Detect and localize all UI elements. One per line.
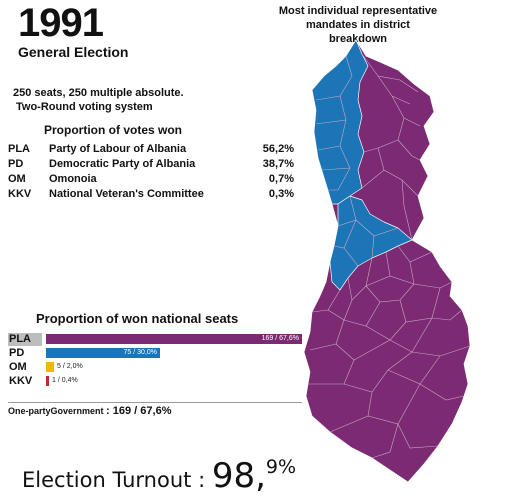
government-value: : 169 / 67,6% [106, 405, 172, 417]
seat-bar-label: 75 / 30,0% [123, 349, 157, 356]
seats-bar-chart: PLA 169 / 67,6% PD 75 / 30,0% OM 5 / 2,0… [8, 333, 302, 389]
turnout-decimal: 9% [265, 456, 297, 478]
seat-bar-label: 1 / 0,4% [52, 377, 78, 384]
party-abbr: PD [8, 158, 24, 170]
seat-system-info: 250 seats, 250 multiple absolute. Two-Ro… [13, 86, 184, 114]
seats-row-pla: PLA 169 / 67,6% [8, 333, 302, 346]
party-abbr: OM [8, 173, 26, 185]
votes-table-title: Proportion of votes won [44, 123, 182, 137]
government-summary: One-partyGovernment : 169 / 67,6% [8, 402, 302, 417]
vote-share: 0,3% [268, 188, 294, 200]
seat-bar-label: 169 / 67,6% [261, 335, 299, 342]
votes-table: PLA Party of Labour of Albania 56,2% PD … [8, 142, 294, 202]
seat-info-line: 250 seats, 250 multiple absolute. [13, 87, 184, 99]
map-title-line: mandates in district breakdown [306, 19, 410, 45]
party-abbr: PD [9, 347, 25, 359]
party-abbr: PLA [8, 143, 30, 155]
district-borders [308, 53, 471, 459]
party-abbr: KKV [8, 188, 32, 200]
vote-share: 56,2% [262, 143, 294, 155]
map-region-pd-central [329, 195, 413, 291]
seat-bar [46, 376, 49, 386]
party-name: Party of Labour of Albania [49, 143, 187, 155]
map-title-line: Most individual representative [278, 5, 438, 17]
vote-share: 38,7% [262, 158, 294, 170]
election-subtitle: General Election [18, 44, 129, 60]
votes-row-pla: PLA Party of Labour of Albania 56,2% [8, 142, 294, 157]
albania-district-map [303, 39, 471, 483]
turnout-separator: : [198, 468, 206, 492]
government-label: One-partyGovernment [8, 406, 104, 416]
seat-bar-label: 5 / 2,0% [57, 363, 83, 370]
voting-system-line: Two-Round voting system [16, 101, 153, 113]
turnout-value: 98, [211, 456, 266, 496]
seat-bar [46, 334, 302, 344]
party-name: Democratic Party of Albania [49, 158, 196, 170]
seat-bar [46, 362, 54, 372]
seats-chart-title: Proportion of won national seats [36, 311, 239, 326]
votes-row-om: OM Omonoia 0,7% [8, 172, 294, 187]
party-abbr: OM [9, 361, 27, 373]
party-abbr: PLA [8, 333, 42, 346]
seats-row-om: OM 5 / 2,0% [8, 361, 302, 374]
party-abbr: KKV [9, 375, 33, 387]
election-turnout: Election Turnout : 98,9% [22, 456, 296, 496]
map-region-pd-north [311, 39, 369, 205]
votes-row-kkv: KKV National Veteran's Committee 0,3% [8, 187, 294, 202]
seats-row-pd: PD 75 / 30,0% [8, 347, 302, 360]
vote-share: 0,7% [268, 173, 294, 185]
seat-bar [46, 348, 160, 358]
votes-row-pd: PD Democratic Party of Albania 38,7% [8, 157, 294, 172]
election-year: 1991 [18, 1, 104, 45]
party-name: National Veteran's Committee [49, 188, 204, 200]
map-title: Most individual representative mandates … [278, 4, 438, 46]
party-name: Omonoia [49, 173, 97, 185]
seats-row-kkv: KKV 1 / 0,4% [8, 375, 302, 388]
turnout-label: Election Turnout [22, 468, 192, 492]
